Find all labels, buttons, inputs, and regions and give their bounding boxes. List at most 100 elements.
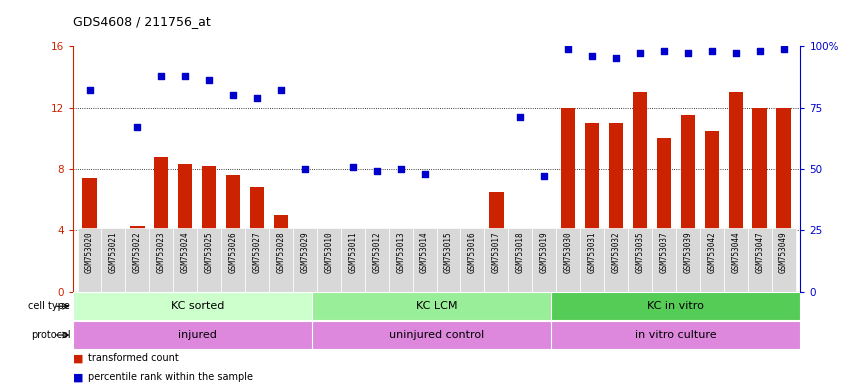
Bar (633, 92, 647, 292)
Text: transformed count: transformed count (88, 353, 179, 363)
Point (394, 166, 407, 172)
Point (274, 87, 288, 93)
Point (298, 166, 312, 172)
FancyBboxPatch shape (197, 228, 221, 292)
Bar (681, 115, 695, 292)
FancyBboxPatch shape (437, 228, 461, 292)
FancyBboxPatch shape (771, 228, 795, 292)
Point (442, 284, 455, 290)
Text: GSM753011: GSM753011 (348, 232, 357, 273)
Point (107, 286, 121, 293)
FancyBboxPatch shape (532, 228, 556, 292)
FancyBboxPatch shape (551, 293, 800, 320)
Bar (704, 131, 719, 292)
Text: GDS4608 / 211756_at: GDS4608 / 211756_at (73, 15, 211, 28)
Point (633, 50, 647, 56)
FancyBboxPatch shape (389, 228, 413, 292)
Bar (250, 187, 265, 292)
FancyBboxPatch shape (484, 228, 508, 292)
Point (202, 78, 216, 84)
FancyBboxPatch shape (551, 321, 800, 349)
Text: GSM753013: GSM753013 (396, 232, 405, 273)
Text: GSM753021: GSM753021 (109, 232, 118, 273)
Point (562, 45, 575, 51)
Text: GSM753029: GSM753029 (300, 232, 309, 273)
Text: GSM753020: GSM753020 (85, 232, 94, 273)
Point (586, 53, 599, 59)
Bar (106, 266, 121, 292)
Point (154, 73, 168, 79)
Text: KC in vitro: KC in vitro (647, 301, 704, 311)
Text: GSM753019: GSM753019 (540, 232, 549, 273)
Text: GSM753024: GSM753024 (181, 232, 190, 273)
Bar (561, 108, 575, 292)
Bar (490, 192, 503, 292)
Text: uninjured control: uninjured control (389, 330, 484, 340)
Text: GSM753014: GSM753014 (420, 232, 429, 273)
FancyBboxPatch shape (78, 228, 102, 292)
Text: GSM753017: GSM753017 (492, 232, 501, 273)
Text: GSM753026: GSM753026 (229, 232, 238, 273)
Point (226, 92, 240, 98)
Text: GSM753012: GSM753012 (372, 232, 381, 273)
Text: GSM753042: GSM753042 (707, 232, 716, 273)
FancyBboxPatch shape (173, 228, 197, 292)
Bar (609, 123, 623, 292)
Text: GSM753049: GSM753049 (779, 232, 788, 273)
Bar (657, 138, 671, 292)
Bar (154, 157, 169, 292)
Point (346, 164, 360, 170)
Text: GSM753028: GSM753028 (276, 232, 286, 273)
Point (705, 48, 719, 54)
Text: injured: injured (178, 330, 217, 340)
Text: GSM753035: GSM753035 (635, 232, 645, 273)
FancyBboxPatch shape (317, 228, 341, 292)
FancyBboxPatch shape (747, 228, 771, 292)
Text: GSM753047: GSM753047 (755, 232, 764, 273)
Text: in vitro culture: in vitro culture (635, 330, 716, 340)
FancyBboxPatch shape (461, 228, 484, 292)
FancyBboxPatch shape (628, 228, 652, 292)
FancyBboxPatch shape (73, 293, 322, 320)
Bar (274, 215, 288, 292)
Bar (418, 260, 431, 292)
Point (490, 284, 503, 290)
Point (418, 171, 431, 177)
FancyBboxPatch shape (508, 228, 532, 292)
Point (776, 45, 790, 51)
Text: GSM753039: GSM753039 (683, 232, 693, 273)
Bar (226, 175, 241, 292)
FancyBboxPatch shape (365, 228, 389, 292)
Point (514, 114, 527, 121)
Bar (466, 261, 479, 292)
Bar (394, 263, 407, 292)
FancyBboxPatch shape (245, 228, 269, 292)
FancyBboxPatch shape (73, 321, 322, 349)
Text: KC LCM: KC LCM (416, 301, 457, 311)
Bar (728, 92, 743, 292)
Point (657, 48, 671, 54)
Bar (346, 253, 360, 292)
Bar (776, 108, 791, 292)
FancyBboxPatch shape (269, 228, 293, 292)
Text: cell type: cell type (28, 301, 70, 311)
Text: GSM753025: GSM753025 (205, 232, 214, 273)
Text: GSM753010: GSM753010 (324, 232, 333, 273)
Bar (130, 226, 145, 292)
FancyBboxPatch shape (604, 228, 628, 292)
FancyBboxPatch shape (312, 293, 561, 320)
Text: ■: ■ (73, 353, 83, 363)
FancyBboxPatch shape (724, 228, 747, 292)
Bar (370, 257, 383, 292)
Text: KC sorted: KC sorted (170, 301, 224, 311)
Bar (202, 166, 217, 292)
Point (609, 55, 623, 61)
Point (370, 168, 383, 174)
FancyBboxPatch shape (413, 228, 437, 292)
Bar (298, 261, 312, 292)
Point (178, 73, 192, 79)
FancyBboxPatch shape (700, 228, 724, 292)
Text: GSM753030: GSM753030 (564, 232, 573, 273)
Text: GSM753044: GSM753044 (731, 232, 740, 273)
Bar (82, 178, 97, 292)
